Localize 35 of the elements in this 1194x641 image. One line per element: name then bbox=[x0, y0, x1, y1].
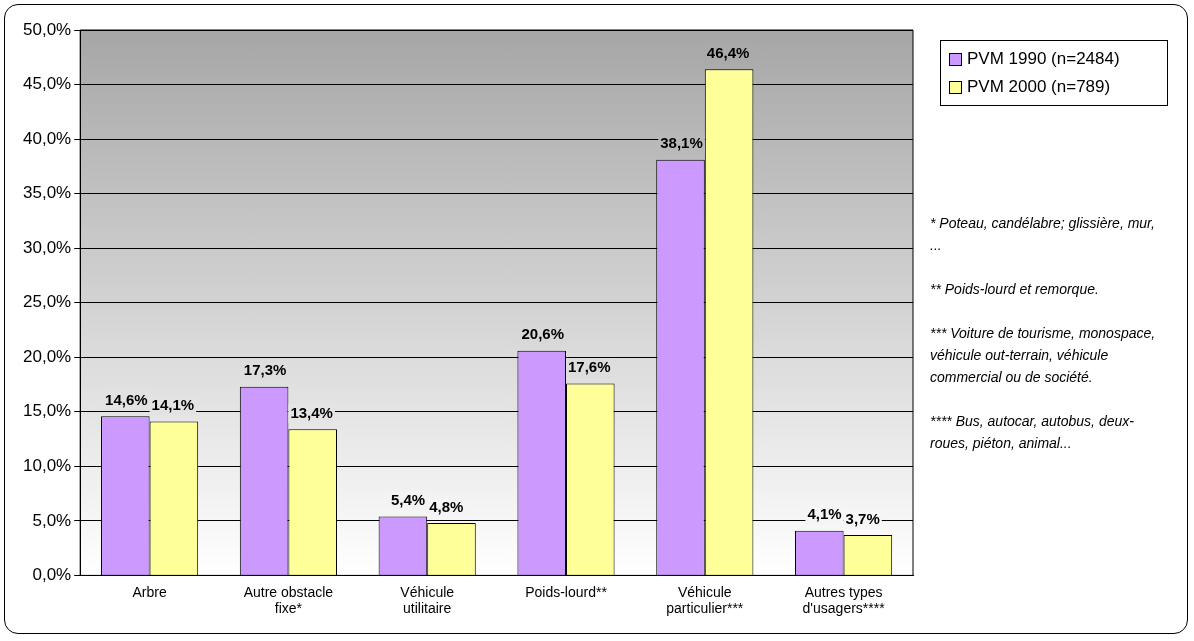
data-label: 17,3% bbox=[243, 361, 287, 379]
y-tick-label: 0,0% bbox=[32, 565, 72, 585]
x-tick-label: Véhicule utilitaire bbox=[400, 583, 455, 617]
text: **** Bus, autocar, autobus, deux-roues, piéton, animal... bbox=[930, 412, 1135, 453]
x-tick-label: Poids-lourd** bbox=[525, 583, 608, 600]
y-tick-label: 25,0% bbox=[23, 292, 72, 312]
data-label: 5,4% bbox=[391, 491, 426, 509]
y-tick-label: 15,0% bbox=[23, 401, 72, 421]
y-tick-label: 30,0% bbox=[23, 237, 72, 257]
y-tick-label: 5,0% bbox=[32, 510, 72, 530]
data-label: 17,6% bbox=[568, 358, 611, 376]
text: *** Voiture de tourisme, monospace, véhicule out-terrain, véhicule commercial ou de société. bbox=[930, 324, 1157, 387]
y-tick-label: 50,0% bbox=[23, 19, 72, 39]
data-label: 38,1% bbox=[660, 134, 703, 152]
y-tick-label: 10,0% bbox=[23, 456, 72, 476]
y-tick-label: 20,0% bbox=[23, 346, 72, 366]
text: PVM 2000 (n=789) bbox=[967, 77, 1111, 97]
y-tick-label: 45,0% bbox=[23, 74, 72, 94]
text: * Poteau, candélabre; glissière, mur, ... bbox=[930, 214, 1156, 255]
data-label: 4,1% bbox=[807, 505, 842, 523]
x-tick-label: Autres types d'usagers**** bbox=[802, 583, 886, 617]
data-label: 46,4% bbox=[706, 43, 750, 61]
x-tick-label: Autre obstacle fixe* bbox=[243, 583, 334, 617]
x-tick-label: Arbre bbox=[132, 583, 167, 600]
data-label: 3,7% bbox=[845, 509, 880, 527]
data-label: 4,8% bbox=[429, 497, 464, 515]
y-tick-label: 35,0% bbox=[23, 183, 72, 203]
data-label: 20,6% bbox=[521, 325, 565, 343]
text: ** Poids-lourd et remorque. bbox=[930, 280, 1100, 299]
y-tick-label: 40,0% bbox=[23, 128, 72, 148]
legend-label: PVM 1990 (n=2484) bbox=[967, 49, 1120, 69]
data-label: 14,1% bbox=[151, 396, 195, 414]
x-tick-label: Véhicule particulier*** bbox=[666, 583, 744, 617]
data-label: 14,6% bbox=[105, 390, 148, 408]
data-label: 13,4% bbox=[290, 403, 333, 421]
